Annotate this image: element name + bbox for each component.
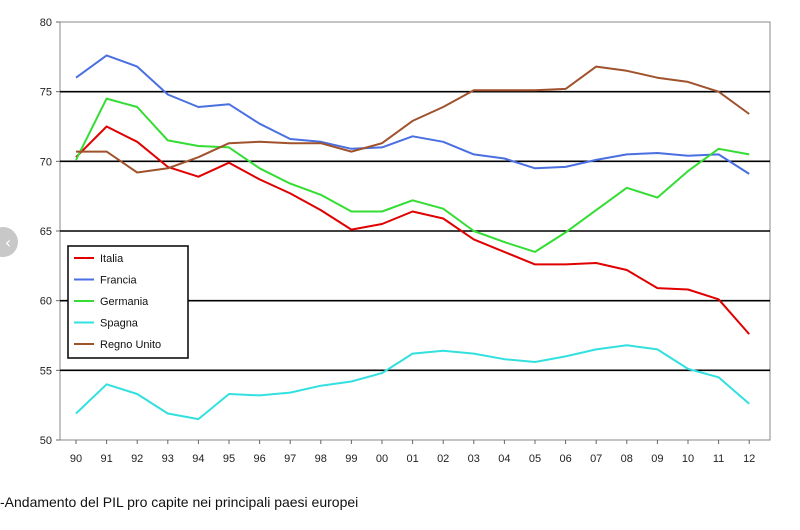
x-tick-label: 10 (682, 453, 694, 465)
y-tick-label: 65 (40, 226, 52, 238)
chart-caption: -Andamento del PIL pro capite nei princi… (0, 494, 359, 510)
x-tick-label: 12 (743, 453, 755, 465)
x-tick-label: 07 (590, 453, 602, 465)
x-tick-label: 02 (437, 453, 449, 465)
y-tick-label: 60 (40, 296, 52, 308)
series-line-francia (75, 54, 750, 175)
x-tick-label: 97 (284, 453, 296, 465)
x-tick-label: 01 (406, 453, 418, 465)
legend-label-germania: Germania (100, 296, 149, 308)
y-tick-label: 50 (40, 435, 52, 447)
y-tick-label: 55 (40, 365, 52, 377)
y-tick-label: 70 (40, 156, 52, 168)
x-tick-label: 06 (559, 453, 571, 465)
x-tick-label: 11 (713, 453, 724, 465)
x-tick-label: 93 (162, 453, 174, 465)
x-tick-label: 91 (100, 453, 112, 465)
pil-line-chart: 50 55 60 65 70 75 80 90 91 92 93 94 95 96 97 98 99 00 01 0… (40, 17, 771, 465)
x-tick-label: 98 (315, 453, 327, 465)
x-tick-label: 05 (529, 453, 541, 465)
x-tick-label: 90 (70, 453, 82, 465)
x-tick-label: 09 (651, 453, 663, 465)
x-tick-label: 99 (345, 453, 357, 465)
x-tick-label: 94 (192, 453, 204, 465)
x-tick-label: 92 (131, 453, 143, 465)
y-tick-label: 80 (40, 17, 52, 29)
x-tick-label: 95 (223, 453, 235, 465)
y-tick-label: 75 (40, 87, 52, 99)
legend-label-italia: Italia (100, 253, 124, 265)
chart-svg: 50 55 60 65 70 75 80 90 91 92 93 94 95 96 97 98 99 00 01 0… (40, 17, 771, 465)
series-line-germania (75, 97, 750, 253)
previous-arrow-icon[interactable]: ‹ (0, 227, 18, 257)
x-tick-label: 04 (498, 453, 510, 465)
x-tick-label: 00 (376, 453, 388, 465)
series-line-spagna (75, 344, 750, 421)
x-tick-label: 96 (253, 453, 265, 465)
x-tick-label: 03 (468, 453, 480, 465)
series-line-italia (75, 125, 750, 335)
legend-label-spagna: Spagna (100, 318, 139, 330)
x-tick-label: 08 (621, 453, 633, 465)
series-line-regno-unito (76, 65, 750, 174)
legend-label-francia: Francia (100, 275, 138, 287)
legend-label-regno-unito: Regno Unito (100, 339, 161, 351)
